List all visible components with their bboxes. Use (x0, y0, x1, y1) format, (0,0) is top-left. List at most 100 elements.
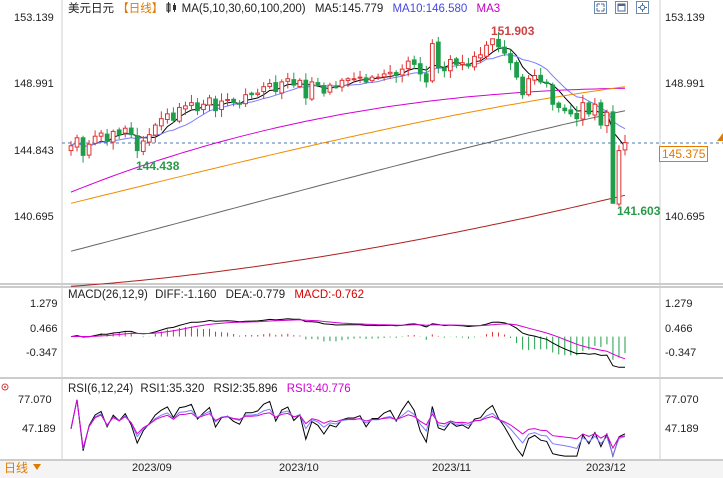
candle-body (381, 73, 387, 78)
maximize-icon[interactable] (615, 1, 628, 14)
candle-body (152, 124, 158, 136)
y-tick-left-2: 144.843 (14, 145, 54, 157)
candle-body (375, 76, 381, 79)
candle-body (225, 98, 230, 101)
candle-body (177, 106, 182, 122)
candle-body (86, 143, 92, 156)
candle-body (98, 132, 104, 137)
drag-handle-icon[interactable] (0, 382, 10, 392)
candle-body (327, 84, 333, 93)
period-tag[interactable]: 【日线】 (117, 3, 164, 15)
candle-body (429, 43, 435, 82)
y-tick-right-0: 153.139 (665, 12, 705, 24)
candle-body (213, 98, 218, 112)
candle-body (158, 118, 164, 127)
candle-body (279, 81, 285, 94)
candle-body (80, 137, 86, 156)
ma5-value: MA5:145.779 (314, 3, 384, 15)
candle-body (68, 145, 74, 152)
candle-body (207, 97, 212, 106)
expand-icon[interactable] (594, 1, 607, 14)
candle-body (544, 81, 550, 85)
candle-body (610, 111, 616, 204)
candle-body (140, 140, 146, 152)
candle-body (285, 78, 291, 82)
candle-body (550, 84, 556, 105)
rsi-tick-left-0: 77.070 (18, 394, 52, 406)
candle-body (189, 102, 194, 106)
candle-body (219, 100, 224, 111)
candle-body (562, 107, 568, 112)
macd-tick-right-0: 1.279 (665, 298, 693, 310)
current-price-label: 145.375 (659, 146, 709, 162)
candle-body (598, 102, 604, 126)
candle-body (231, 98, 236, 104)
rsi2-value: RSI2:35.896 (213, 383, 278, 395)
candle-icon (166, 2, 178, 13)
candle-body (411, 59, 417, 65)
rsi2-line (70, 399, 626, 457)
x-tick-0: 2023/09 (132, 462, 172, 474)
rsi-tick-right-1: 47.189 (665, 423, 699, 435)
ma10-value: MA10:146.580 (392, 3, 468, 15)
candle-body (297, 79, 303, 88)
candle-body (291, 79, 297, 86)
candle-body (249, 92, 255, 96)
candle-body (466, 63, 471, 67)
annotation-low: 141.603 (617, 204, 661, 218)
macd-diff-value: DIFF:-1.160 (155, 289, 217, 301)
candle-body (502, 46, 507, 54)
macd-diff-line (70, 318, 626, 368)
candle-body (447, 59, 453, 72)
candle-body (526, 78, 532, 96)
candle-body (604, 111, 610, 127)
macd-tick-left-1: 0.466 (30, 323, 58, 335)
rsi-tick-left-1: 47.189 (22, 423, 56, 435)
candle-body (333, 86, 339, 89)
candle-body (273, 82, 279, 92)
ma-indicator-label: MA(5,10,30,60,100,200) (181, 3, 306, 15)
candle-body (116, 129, 122, 136)
candle-body (363, 77, 369, 83)
candle-body (303, 79, 309, 99)
candle-body (399, 68, 405, 76)
candle-body (538, 74, 544, 83)
x-tick-2: 2023/11 (432, 462, 471, 474)
candle-body (321, 85, 327, 94)
annotation-high: 151.903 (491, 24, 535, 38)
candle-body (616, 150, 622, 205)
candle-body (110, 130, 116, 143)
ma100-line (70, 110, 626, 252)
candle-body (243, 94, 249, 105)
candle-body (622, 142, 628, 151)
candle-body (405, 60, 411, 70)
candle-body (508, 53, 513, 64)
candle-body (514, 62, 519, 78)
candle-body (417, 63, 423, 75)
candle-body (74, 137, 80, 148)
candle-body (387, 71, 393, 75)
candle-body (267, 83, 273, 87)
candle-body (345, 78, 351, 82)
settings-icon[interactable] (636, 1, 649, 14)
candle-body (496, 38, 501, 48)
toolbar (594, 1, 662, 14)
candle-body (490, 38, 495, 46)
candle-body (478, 54, 483, 59)
candle-body (532, 75, 538, 81)
ma60-line (70, 86, 626, 204)
x-tick-3: 2023/12 (586, 462, 626, 474)
macd-tick-right-1: 0.466 (665, 323, 693, 335)
candle-body (315, 82, 321, 86)
ma200-line (70, 194, 626, 287)
rsi1-value: RSI1:35.320 (140, 383, 205, 395)
candle-body (255, 92, 261, 95)
y-tick-left-3: 140.695 (14, 211, 54, 223)
chevron-down-icon[interactable] (33, 464, 41, 470)
y-tick-left-1: 148.991 (14, 78, 54, 90)
candle-body (369, 76, 375, 82)
candle-body (351, 78, 357, 81)
period-tab[interactable]: 日线 (4, 461, 29, 475)
candle-body (164, 113, 170, 120)
candle-body (171, 112, 176, 121)
